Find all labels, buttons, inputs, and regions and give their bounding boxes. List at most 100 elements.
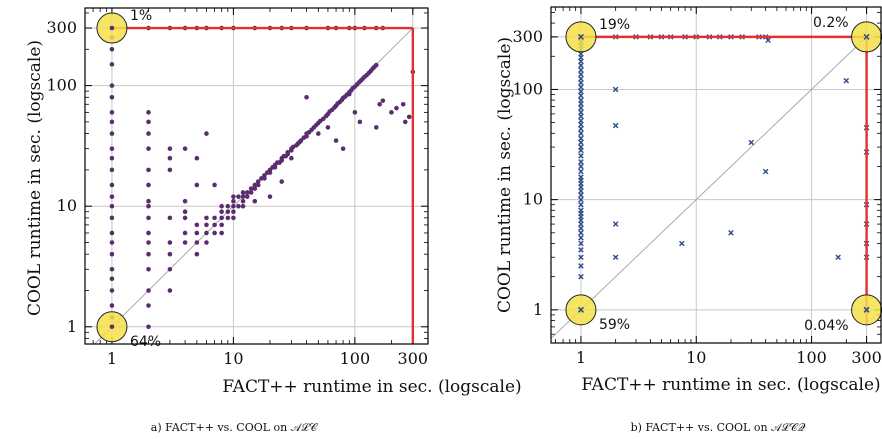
data-point	[373, 62, 379, 68]
x-tick-label: 100	[796, 348, 827, 367]
data-point	[612, 122, 619, 129]
data-point	[146, 240, 151, 245]
data-point	[347, 91, 352, 97]
data-point	[843, 77, 850, 84]
data-point	[578, 117, 584, 124]
data-point	[212, 215, 217, 221]
data-point	[863, 306, 870, 313]
data-point	[577, 306, 584, 313]
data-point	[167, 155, 173, 161]
data-point	[406, 114, 412, 120]
chart-panel-b: 19% 0.2% 59% 0.04% 1 10 100 300 1 10 100 300 FACT+…	[495, 6, 882, 434]
data-point	[146, 110, 151, 115]
data-point	[248, 186, 254, 191]
data-point	[146, 167, 151, 173]
data-point	[167, 251, 173, 257]
data-point	[578, 247, 584, 253]
data-point	[578, 174, 584, 180]
data-point	[194, 251, 200, 257]
data-point	[578, 92, 584, 99]
data-point	[109, 131, 115, 136]
data-point	[231, 198, 236, 204]
data-point	[578, 225, 584, 232]
data-point	[219, 209, 224, 215]
data-point	[340, 146, 346, 151]
data-point	[109, 119, 115, 125]
data-point	[109, 240, 115, 245]
timeout-lines	[111, 26, 415, 344]
plot-frame	[84, 7, 429, 345]
plot-frame	[550, 6, 882, 344]
data-point	[231, 215, 236, 221]
y-tick-label: 10	[523, 190, 543, 209]
data-point	[146, 324, 151, 330]
data-point	[109, 146, 115, 151]
percentage-label: 1%	[130, 8, 152, 24]
data-point	[109, 303, 115, 308]
y-tick-label: 1	[533, 300, 543, 319]
x-tick-label: 10	[223, 349, 243, 368]
data-point	[578, 130, 584, 137]
x-tick-label: 300	[398, 349, 429, 368]
timeout-lines	[580, 35, 868, 325]
data-point	[578, 163, 584, 170]
data-point	[146, 266, 151, 272]
panel-caption: b) FACT++ vs. COOL on 𝒜ℒ𝒞𝒬	[631, 421, 806, 434]
tick-labels: 1 10 100 300 1 10 100 300	[46, 18, 428, 368]
highlight-circles: 19% 0.2% 59% 0.04%	[565, 15, 882, 334]
data-point	[389, 110, 394, 115]
data-point	[194, 222, 200, 228]
data-point	[219, 230, 224, 236]
data-point	[182, 215, 188, 221]
data-point	[236, 194, 241, 199]
minor-ticks	[551, 7, 881, 343]
data-point	[204, 230, 209, 236]
data-point	[377, 101, 382, 107]
y-tick-label: 1	[67, 317, 77, 336]
data-point	[252, 182, 258, 188]
data-point	[578, 125, 584, 132]
data-point	[612, 254, 619, 261]
data-point	[578, 240, 584, 247]
data-point	[762, 168, 769, 175]
data-point	[194, 182, 200, 188]
data-point	[231, 209, 236, 215]
y-axis-label: COOL runtime in sec. (logscale)	[495, 37, 515, 313]
data-point	[578, 97, 584, 103]
data-point	[612, 221, 619, 227]
data-point	[231, 203, 236, 209]
data-point	[316, 131, 321, 136]
data-point	[212, 222, 217, 228]
data-point	[204, 215, 209, 221]
data-point	[219, 203, 224, 209]
data-point	[146, 288, 151, 293]
x-tick-label: 10	[686, 348, 706, 367]
data-point	[204, 240, 209, 245]
data-point	[146, 303, 151, 308]
data-point	[578, 196, 584, 203]
data-point	[373, 125, 379, 130]
data-point	[231, 194, 236, 199]
y-tick-label: 100	[46, 76, 77, 95]
data-point	[109, 62, 115, 67]
highlight-circles: 1% 64%	[96, 8, 161, 350]
data-point	[578, 71, 584, 78]
data-point	[578, 62, 584, 69]
data-point	[182, 198, 188, 204]
data-point	[219, 215, 224, 221]
data-point	[578, 84, 584, 90]
data-point	[146, 203, 151, 209]
data-point	[167, 288, 173, 293]
data-point	[167, 266, 173, 272]
data-point	[240, 190, 246, 195]
data-point	[146, 119, 151, 125]
data-point	[285, 149, 291, 155]
data-point	[146, 198, 151, 204]
data-point	[289, 155, 294, 161]
data-point	[194, 230, 200, 236]
data-point	[578, 230, 584, 236]
data-point	[225, 215, 231, 221]
data-point	[109, 46, 115, 52]
data-point	[146, 230, 151, 236]
